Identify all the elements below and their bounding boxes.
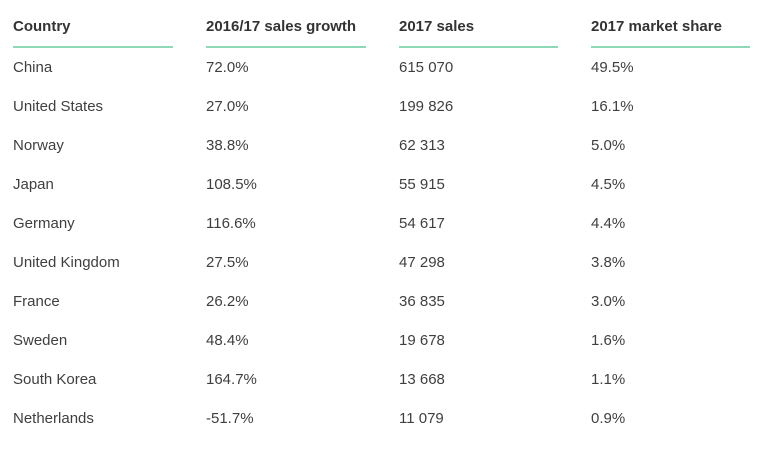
cell-country: Sweden [13,332,68,349]
cell-sales-growth: 116.6% [206,215,256,232]
table-row: Sweden 48.4% 19 678 1.6% [0,321,775,360]
cell-market-share: 1.6% [591,332,626,349]
cell-country: China [13,59,53,76]
table-row: United States 27.0% 199 826 16.1% [0,87,775,126]
cell-country: France [13,293,60,310]
cell-market-share: 1.1% [591,371,626,388]
table-row: Germany 116.6% 54 617 4.4% [0,204,775,243]
cell-country: United Kingdom [13,254,120,271]
cell-market-share: 0.9% [591,410,626,427]
cell-country: South Korea [13,371,97,388]
cell-sales-growth: 27.5% [206,254,249,271]
table-row: South Korea 164.7% 13 668 1.1% [0,360,775,399]
cell-sales-growth: 164.7% [206,371,257,388]
table-row: China 72.0% 615 070 49.5% [0,48,775,87]
table-row: France 26.2% 36 835 3.0% [0,282,775,321]
cell-country: Germany [13,215,75,232]
cell-sales-growth: 38.8% [206,137,249,154]
cell-market-share: 5.0% [591,137,626,154]
cell-country: Norway [13,137,64,154]
cell-market-share: 16.1% [591,98,634,115]
cell-sales-growth: 108.5% [206,176,257,193]
table-row: Netherlands -51.7% 11 079 0.9% [0,399,775,438]
column-header-sales: 2017 sales [399,18,558,48]
cell-sales: 199 826 [399,98,454,115]
table-header: Country 2016/17 sales growth 2017 sales … [0,0,775,48]
column-header-country: Country [13,18,173,48]
cell-sales: 47 298 [399,254,445,271]
cell-market-share: 4.5% [591,176,626,193]
cell-sales: 11 079 [399,410,444,427]
cell-market-share: 3.8% [591,254,626,271]
cell-sales: 62 313 [399,137,445,154]
cell-sales: 13 668 [399,371,445,388]
cell-country: United States [13,98,104,115]
cell-sales: 615 070 [399,59,454,76]
cell-sales: 55 915 [399,176,445,193]
cell-sales: 19 678 [399,332,445,349]
table-row: Japan 108.5% 55 915 4.5% [0,165,775,204]
cell-market-share: 4.4% [591,215,626,232]
column-header-sales-growth: 2016/17 sales growth [206,18,366,48]
cell-sales: 36 835 [399,293,445,310]
cell-country: Japan [13,176,54,193]
cell-sales: 54 617 [399,215,445,232]
cell-sales-growth: -51.7% [206,410,254,427]
table-row: United Kingdom 27.5% 47 298 3.8% [0,243,775,282]
cell-country: Netherlands [13,410,94,427]
cell-market-share: 3.0% [591,293,626,310]
cell-sales-growth: 27.0% [206,98,249,115]
table-row: Norway 38.8% 62 313 5.0% [0,126,775,165]
cell-market-share: 49.5% [591,59,634,76]
cell-sales-growth: 26.2% [206,293,249,310]
cell-sales-growth: 72.0% [206,59,249,76]
cell-sales-growth: 48.4% [206,332,249,349]
column-header-market-share: 2017 market share [591,18,750,48]
